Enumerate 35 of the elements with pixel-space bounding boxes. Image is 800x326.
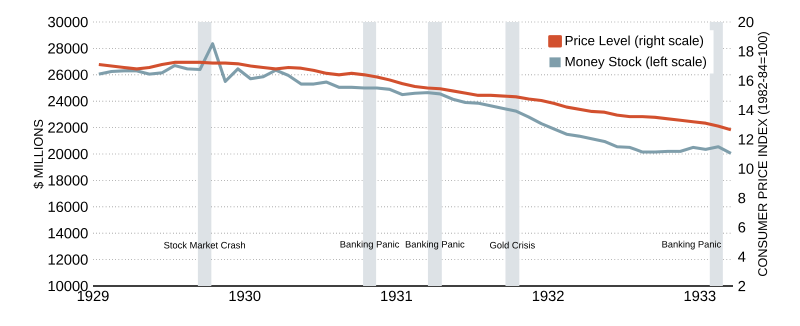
y2-axis-title: CONSUMER PRICE INDEX (1982-84=100) xyxy=(758,32,770,276)
x-tick-label: 1931 xyxy=(381,290,412,302)
y-tick-label: 22000 xyxy=(48,122,88,133)
band-label: Stock Market Crash xyxy=(164,242,245,248)
y2-tick-label: 12 xyxy=(738,134,754,144)
x-tick-label: 1932 xyxy=(532,290,564,302)
band-label: Banking Panic xyxy=(340,240,400,250)
x-tick-label: 1930 xyxy=(230,290,260,302)
y-axis-title: $ MILLIONS xyxy=(33,120,44,189)
legend-label: Money Stock (left scale) xyxy=(566,56,706,69)
band-label: Gold Crisis xyxy=(490,242,535,248)
y-tick-label: 24000 xyxy=(48,96,88,106)
y-tick-label: 12000 xyxy=(48,254,88,265)
y2-tick-label: 10 xyxy=(738,163,754,174)
y2-tick-label: 18 xyxy=(738,46,754,57)
y2-tick-label: 20 xyxy=(738,16,754,28)
y-tick-label: 14000 xyxy=(48,228,88,238)
y-tick-label: 26000 xyxy=(48,70,88,80)
y-tick-label: 30000 xyxy=(48,16,88,28)
x-tick-label: 1929 xyxy=(78,290,109,302)
band-label: Banking Panic xyxy=(662,240,721,250)
y2-tick-label: 6 xyxy=(738,222,746,233)
band-label: Banking Panic xyxy=(406,240,464,250)
y2-tick-label: 16 xyxy=(738,75,754,86)
y2-tick-label: 14 xyxy=(738,104,754,116)
y-tick-label: 16000 xyxy=(48,202,88,212)
y2-tick-label: 4 xyxy=(738,252,746,262)
y-tick-label: 28000 xyxy=(48,43,88,54)
y2-tick-label: 8 xyxy=(738,192,746,204)
y2-tick-label: 2 xyxy=(738,280,746,292)
y-tick-label: 10000 xyxy=(48,280,88,292)
y-tick-label: 18000 xyxy=(48,175,88,186)
legend-label: Price Level (right scale) xyxy=(566,36,704,48)
x-tick-label: 1933 xyxy=(684,290,716,302)
y-tick-label: 20000 xyxy=(48,148,88,160)
